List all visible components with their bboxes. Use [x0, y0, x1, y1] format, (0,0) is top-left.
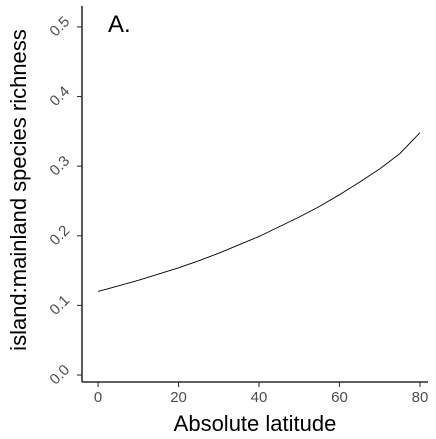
series-line — [97, 132, 421, 292]
y-tick-label: 0.4 — [46, 83, 73, 110]
x-tick-label: 60 — [331, 389, 348, 406]
y-tick-label: 0.2 — [46, 222, 73, 249]
ticks: 0 20 40 60 80 0.0 0.1 0.2 0.3 0.4 0.5 — [46, 13, 428, 406]
x-tick-label: 0 — [94, 389, 102, 406]
y-axis-title: island:mainland species richness — [6, 29, 31, 351]
y-tick-label: 0.3 — [46, 153, 73, 180]
x-axis-title: Absolute latitude — [174, 411, 337, 436]
axes — [81, 6, 428, 383]
y-tick-label: 0.1 — [46, 292, 73, 319]
x-tick-label: 20 — [170, 389, 187, 406]
x-tick-label: 80 — [412, 389, 429, 406]
x-tick-label: 40 — [251, 389, 268, 406]
panel-label: A. — [108, 11, 131, 38]
y-tick-label: 0.0 — [46, 361, 73, 388]
series — [97, 132, 421, 292]
y-tick-label: 0.5 — [46, 13, 73, 40]
